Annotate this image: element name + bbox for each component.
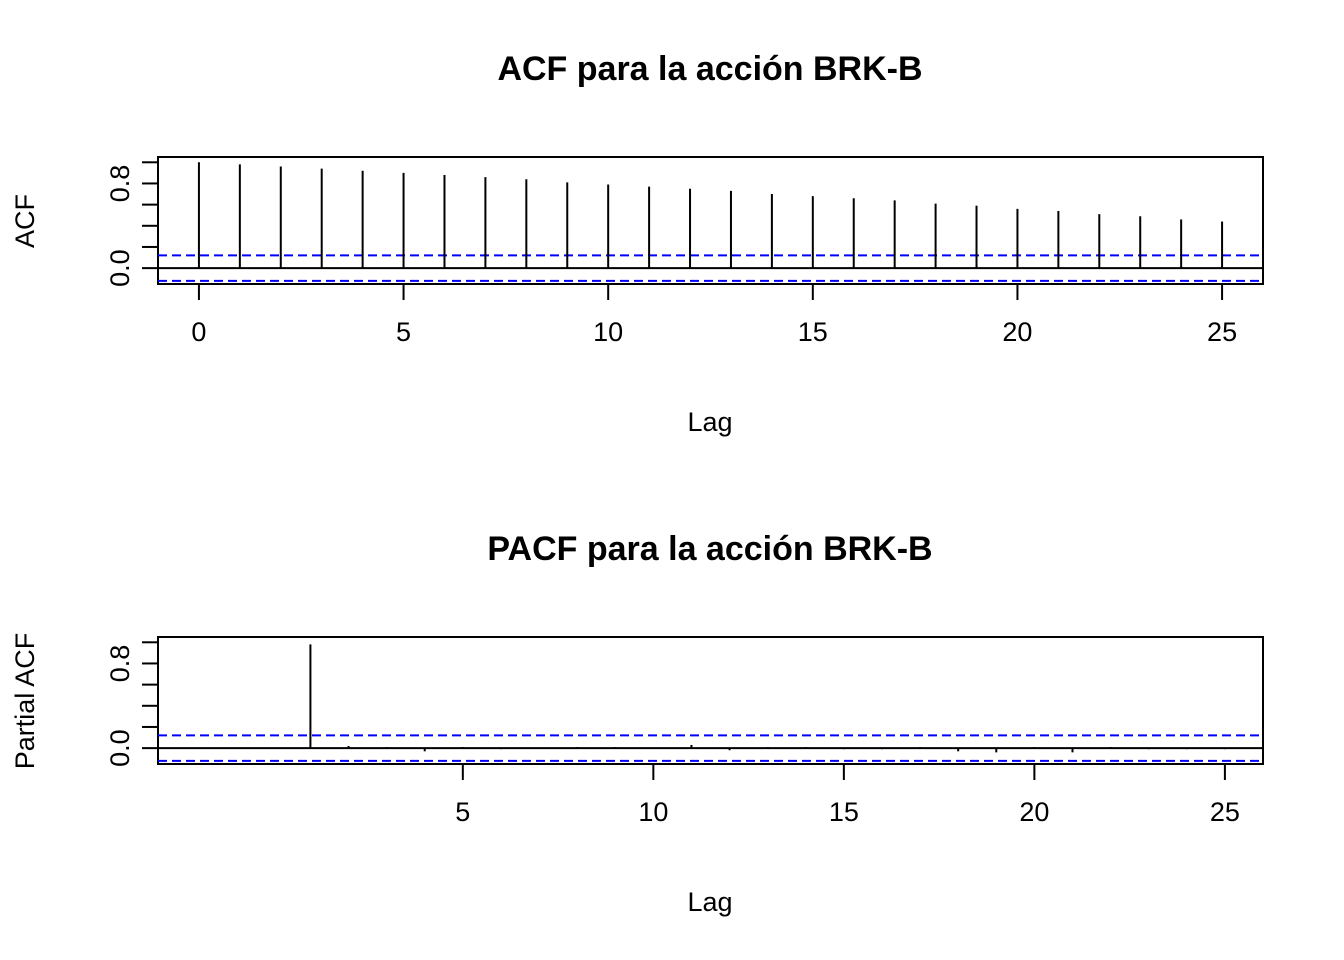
pacf-x-tick-label: 25 [1210,797,1240,827]
pacf-y-axis-label: Partial ACF [10,633,40,770]
acf-title: ACF para la acción BRK-B [497,50,922,88]
acf-x-tick-label: 10 [593,317,623,347]
pacf-panel: PACF para la acción BRK-B 5 10 15 20 25 0.0 0.… [10,530,1264,917]
acf-x-axis-label: Lag [687,407,732,437]
pacf-y-tick-label: 0.0 [105,729,135,767]
acf-y-tick-label: 0.0 [105,249,135,287]
pacf-plot-area: 5 10 15 20 25 0.0 0.8 [105,636,1264,827]
acf-x-tick-label: 0 [191,317,206,347]
pacf-x-tick-label: 10 [638,797,668,827]
acf-panel: ACF para la acción BRK-B 0 5 10 15 20 25 0.0 0.… [10,50,1264,437]
acf-x-tick-label: 5 [396,317,411,347]
acf-x-tick-label: 25 [1207,317,1237,347]
acf-plot-frame [157,156,1264,285]
pacf-y-tick-label: 0.8 [105,645,135,683]
acf-y-tick-label: 0.8 [105,165,135,203]
acf-x-tick-label: 15 [798,317,828,347]
pacf-x-tick-label: 5 [455,797,470,827]
pacf-x-tick-label: 15 [829,797,859,827]
acf-x-tick-label: 20 [1002,317,1032,347]
pacf-x-tick-label: 20 [1019,797,1049,827]
pacf-plot-frame [157,636,1264,765]
acf-y-axis-label: ACF [10,194,40,248]
pacf-title: PACF para la acción BRK-B [487,530,932,568]
acf-plot-area: 0 5 10 15 20 25 0.0 0.8 [105,156,1264,347]
pacf-x-axis-label: Lag [687,887,732,917]
